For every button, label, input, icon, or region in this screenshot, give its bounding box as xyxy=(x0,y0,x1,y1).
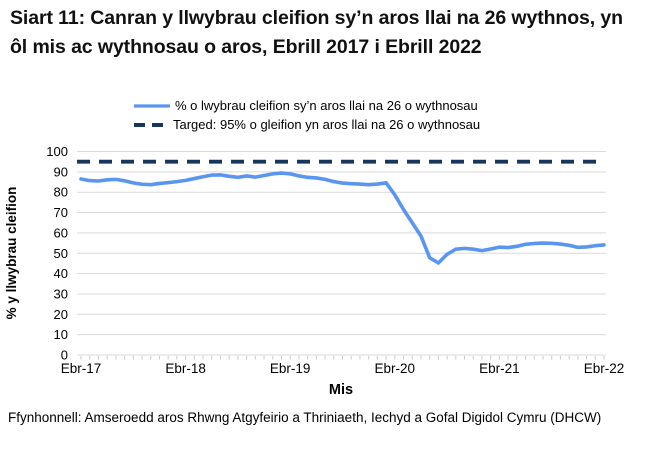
y-tick-label: 40 xyxy=(54,266,68,281)
legend-solid-line-icon xyxy=(134,103,170,108)
legend: % o lwybrau cleifion sy’n aros llai na 2… xyxy=(133,96,480,134)
x-tick-label: Ebr-19 xyxy=(270,361,311,376)
chart-title: Siart 11: Canran y llwybrau cleifion sy’… xyxy=(10,7,623,58)
data-line xyxy=(79,171,606,265)
x-axis-title: Mis xyxy=(329,382,353,398)
legend-dashed-line-icon xyxy=(134,122,168,127)
y-tick-label: 60 xyxy=(54,225,68,240)
y-tick-label: 100 xyxy=(46,144,68,159)
legend-label-pathways: % o lwybrau cleifion sy’n aros llai na 2… xyxy=(175,98,478,113)
x-tick-labels: Ebr-17 Ebr-18 Ebr-19 Ebr-20 Ebr-21 Ebr-22 xyxy=(61,361,625,376)
y-tick-label: 50 xyxy=(54,246,68,261)
y-tick-label: 0 xyxy=(61,348,68,363)
y-gridlines xyxy=(77,151,606,356)
x-axis-ticks xyxy=(80,356,605,360)
y-tick-label: 70 xyxy=(54,205,68,220)
x-tick-label: Ebr-22 xyxy=(584,361,625,376)
y-axis-title: % y llwybrau cleifion xyxy=(4,187,19,320)
y-tick-labels: 0 10 20 30 40 50 60 70 80 90 100 xyxy=(46,144,68,363)
y-tick-label: 80 xyxy=(54,185,68,200)
source-note: Ffynhonnell: Amseroedd aros Rhwng Atgyfe… xyxy=(8,410,602,425)
legend-label-target: Targed: 95% o gleifion yn aros llai na 2… xyxy=(173,117,481,132)
x-tick-label: Ebr-20 xyxy=(375,361,416,376)
legend-item-target: Targed: 95% o gleifion yn aros llai na 2… xyxy=(133,115,480,134)
plot-area: 0 10 20 30 40 50 60 70 80 90 100 Ebr-17 Ebr-18 Ebr-19… xyxy=(46,144,624,376)
y-tick-label: 90 xyxy=(54,164,68,179)
x-tick-label: Ebr-21 xyxy=(479,361,520,376)
y-tick-label: 20 xyxy=(54,307,68,322)
legend-item-pathways: % o lwybrau cleifion sy’n aros llai na 2… xyxy=(133,96,480,115)
y-tick-label: 30 xyxy=(54,286,68,301)
x-tick-label: Ebr-17 xyxy=(61,361,102,376)
x-tick-label: Ebr-18 xyxy=(165,361,206,376)
line-chart: 0 10 20 30 40 50 60 70 80 90 100 Ebr-17 Ebr-18 Ebr-19… xyxy=(4,144,624,398)
y-tick-label: 10 xyxy=(54,327,68,342)
